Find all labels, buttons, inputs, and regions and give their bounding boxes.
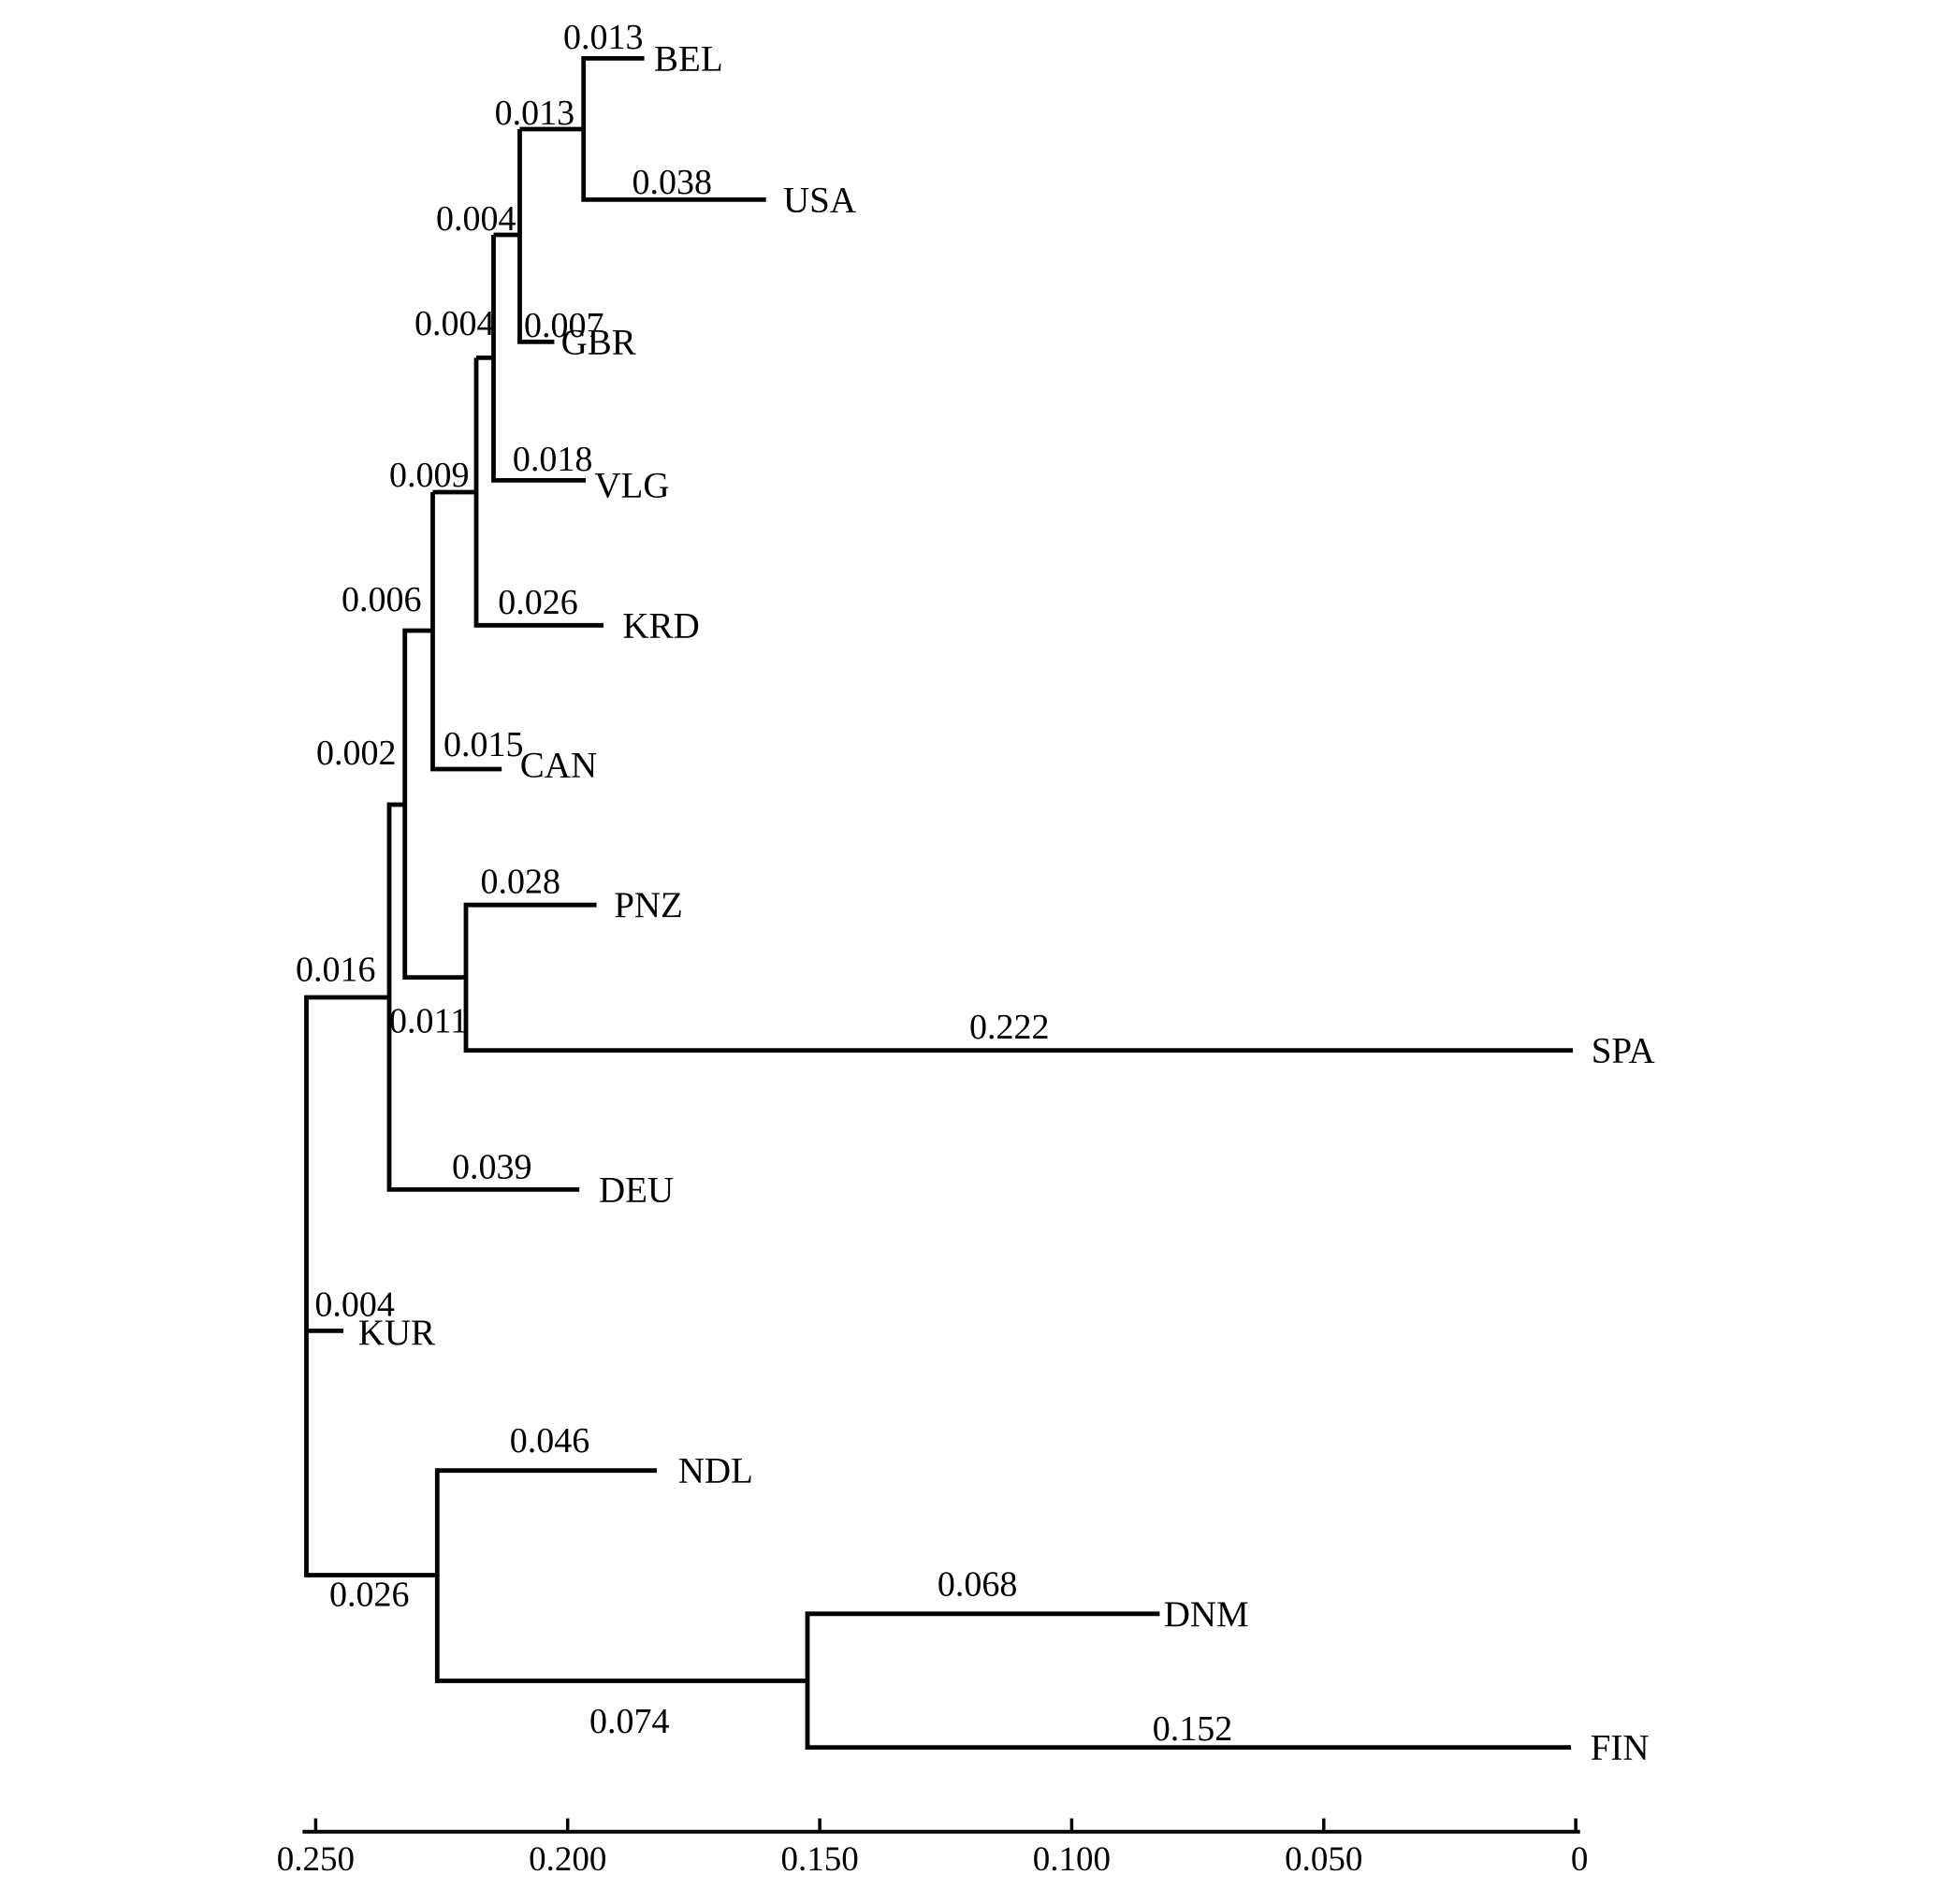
svg-text:0.200: 0.200 <box>529 1840 606 1879</box>
svg-text:0.026: 0.026 <box>498 583 578 622</box>
svg-text:KRD: KRD <box>622 605 699 646</box>
svg-text:GBR: GBR <box>561 322 636 362</box>
svg-text:0.100: 0.100 <box>1033 1840 1111 1879</box>
svg-text:0.250: 0.250 <box>277 1840 355 1879</box>
svg-text:0.015: 0.015 <box>444 725 524 764</box>
svg-text:USA: USA <box>783 180 856 220</box>
svg-text:0.050: 0.050 <box>1285 1840 1362 1879</box>
svg-text:SPA: SPA <box>1592 1031 1655 1071</box>
svg-text:DNM: DNM <box>1164 1594 1249 1635</box>
svg-text:0.074: 0.074 <box>589 1702 670 1741</box>
svg-text:0.222: 0.222 <box>969 1008 1050 1047</box>
svg-text:0.013: 0.013 <box>495 94 575 133</box>
svg-text:CAN: CAN <box>520 746 597 786</box>
svg-text:VLG: VLG <box>594 466 669 506</box>
svg-text:0.013: 0.013 <box>563 18 644 57</box>
svg-text:KUR: KUR <box>358 1313 435 1353</box>
svg-text:0.046: 0.046 <box>510 1421 590 1461</box>
svg-text:0.007: 0.007 <box>524 306 604 345</box>
svg-text:0.004: 0.004 <box>414 304 495 343</box>
svg-text:0.016: 0.016 <box>296 951 376 990</box>
svg-text:0.004: 0.004 <box>436 199 516 239</box>
svg-text:NDL: NDL <box>678 1451 753 1491</box>
svg-text:0.152: 0.152 <box>1153 1709 1233 1749</box>
svg-text:BEL: BEL <box>654 38 723 79</box>
svg-text:FIN: FIN <box>1591 1728 1650 1768</box>
svg-text:PNZ: PNZ <box>614 885 683 925</box>
svg-text:0.028: 0.028 <box>481 863 561 902</box>
svg-text:0.018: 0.018 <box>513 440 593 479</box>
svg-text:0.038: 0.038 <box>633 163 713 202</box>
svg-text:0.039: 0.039 <box>452 1148 532 1187</box>
svg-text:0.006: 0.006 <box>342 580 422 619</box>
svg-text:0.068: 0.068 <box>938 1565 1018 1605</box>
svg-text:0.011: 0.011 <box>389 1001 468 1040</box>
svg-text:0: 0 <box>1571 1840 1589 1879</box>
svg-text:0.150: 0.150 <box>780 1840 858 1879</box>
svg-text:0.004: 0.004 <box>314 1285 395 1324</box>
svg-text:0.009: 0.009 <box>389 456 470 495</box>
svg-text:0.026: 0.026 <box>329 1576 410 1615</box>
svg-text:0.002: 0.002 <box>316 734 397 773</box>
svg-text:DEU: DEU <box>599 1170 674 1210</box>
